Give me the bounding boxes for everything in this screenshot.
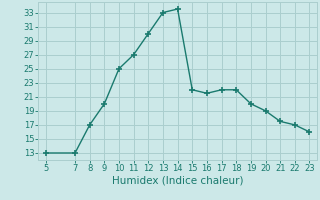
X-axis label: Humidex (Indice chaleur): Humidex (Indice chaleur): [112, 176, 243, 186]
